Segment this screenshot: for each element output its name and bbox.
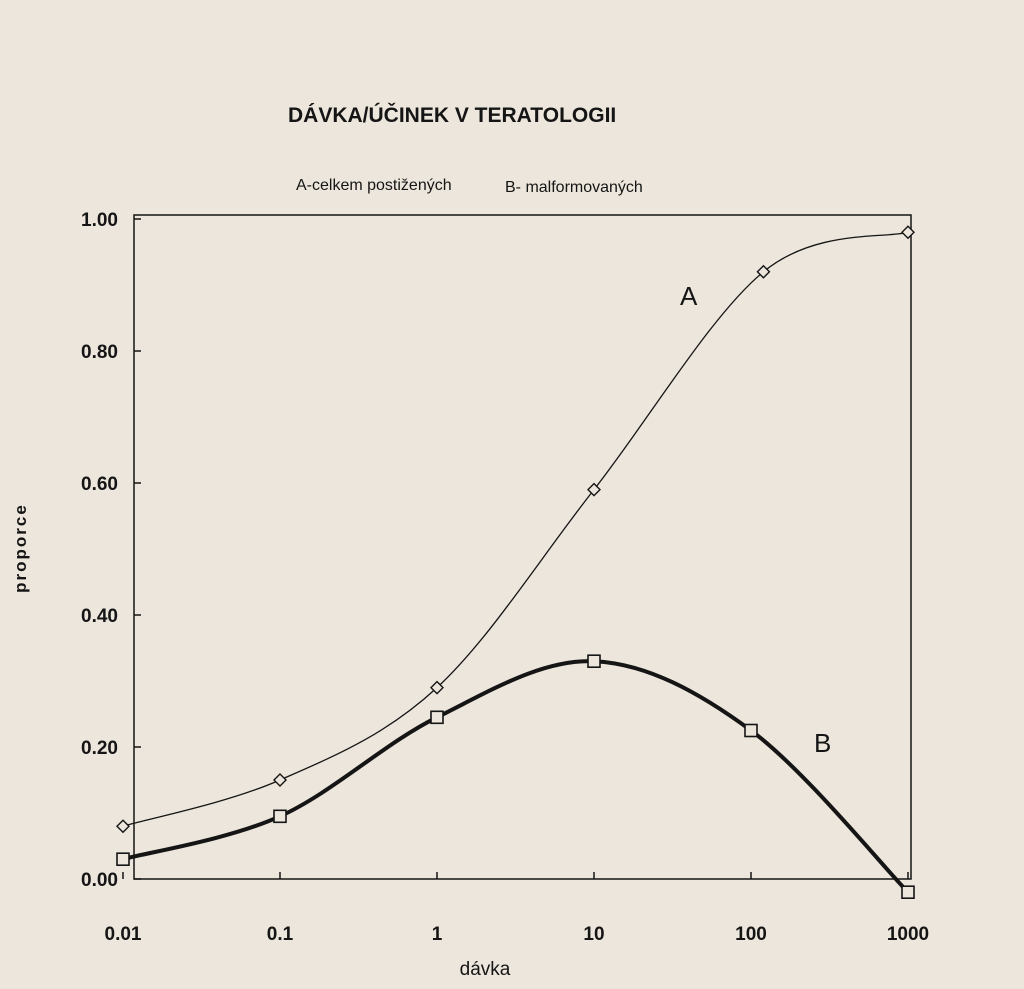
series-a-point — [273, 773, 287, 787]
x-axis-ticks: 0.01 0.1 1 10 100 1000 — [105, 872, 929, 945]
x-tick-label: 1 — [432, 924, 443, 945]
series-b-point — [587, 654, 601, 669]
series-a-point — [430, 680, 444, 695]
chart-subtitle-b: B- malformovaných — [505, 179, 643, 196]
x-axis-label: dávka — [460, 959, 511, 980]
series-b-point — [273, 809, 287, 824]
series-b-point — [116, 852, 130, 867]
series-a-line — [122, 231, 909, 827]
y-axis-label: proporce — [11, 503, 30, 593]
y-tick-label: 0.00 — [81, 870, 118, 891]
series-b-label: B — [814, 728, 831, 758]
series-a-point — [587, 482, 601, 497]
y-tick-label: 0.60 — [81, 474, 118, 495]
series-a-point — [756, 264, 771, 279]
series-a-point — [116, 819, 130, 834]
series-b-point — [430, 710, 444, 725]
y-tick-label: 0.80 — [81, 342, 118, 363]
x-tick-label: 100 — [735, 924, 767, 945]
series-a-label: A — [680, 281, 698, 311]
series-a-point — [901, 225, 915, 240]
y-tick-label: 0.40 — [81, 606, 118, 627]
y-tick-label: 0.20 — [81, 738, 118, 759]
y-axis-ticks: 0.00 0.20 0.40 0.60 0.80 1.00 — [81, 210, 141, 891]
x-tick-label: 1000 — [887, 924, 929, 945]
x-tick-label: 0.01 — [105, 924, 142, 945]
plot-frame — [133, 214, 912, 880]
series-layer — [116, 225, 915, 900]
x-tick-label: 0.1 — [267, 924, 294, 945]
y-tick-label: 1.00 — [81, 210, 118, 231]
x-tick-label: 10 — [583, 924, 604, 945]
chart-title: DÁVKA/ÚČINEK V TERATOLOGII — [288, 103, 616, 127]
chart-subtitle-a: A-celkem postižených — [296, 177, 452, 194]
series-b-line — [121, 659, 910, 895]
series-b-point — [744, 723, 758, 738]
series-b-point — [901, 885, 915, 900]
